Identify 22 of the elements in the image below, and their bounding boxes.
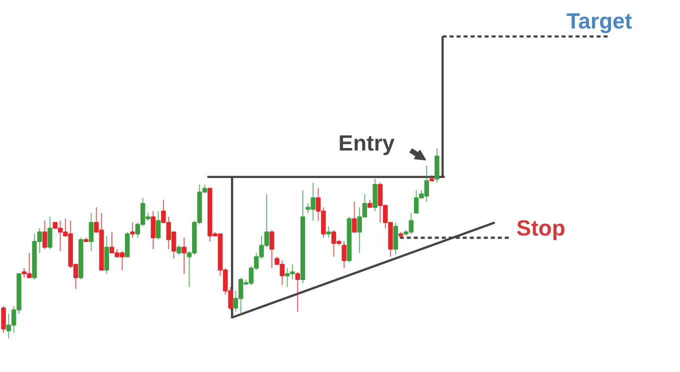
candlestick bbox=[393, 222, 398, 256]
candlestick bbox=[104, 235, 110, 274]
candlestick bbox=[1, 306, 6, 334]
ref-line-label: Stop bbox=[516, 216, 566, 241]
candlestick bbox=[342, 241, 346, 269]
candlestick bbox=[88, 212, 94, 252]
candlestick bbox=[48, 216, 52, 250]
candlestick bbox=[176, 244, 182, 256]
candlestick bbox=[434, 148, 440, 184]
candlestick bbox=[150, 210, 156, 250]
candlestick bbox=[156, 210, 161, 240]
annotation: Entry bbox=[338, 130, 396, 156]
candlestick bbox=[295, 271, 300, 312]
candlestick bbox=[42, 220, 48, 250]
candlestick bbox=[326, 226, 331, 238]
ref-line-label: Target bbox=[566, 8, 633, 34]
candlestick bbox=[269, 230, 274, 269]
candlestick bbox=[130, 222, 135, 238]
candlestick bbox=[372, 178, 378, 212]
candlestick bbox=[352, 201, 357, 233]
candlestick bbox=[124, 232, 130, 258]
candlestick bbox=[182, 237, 186, 274]
